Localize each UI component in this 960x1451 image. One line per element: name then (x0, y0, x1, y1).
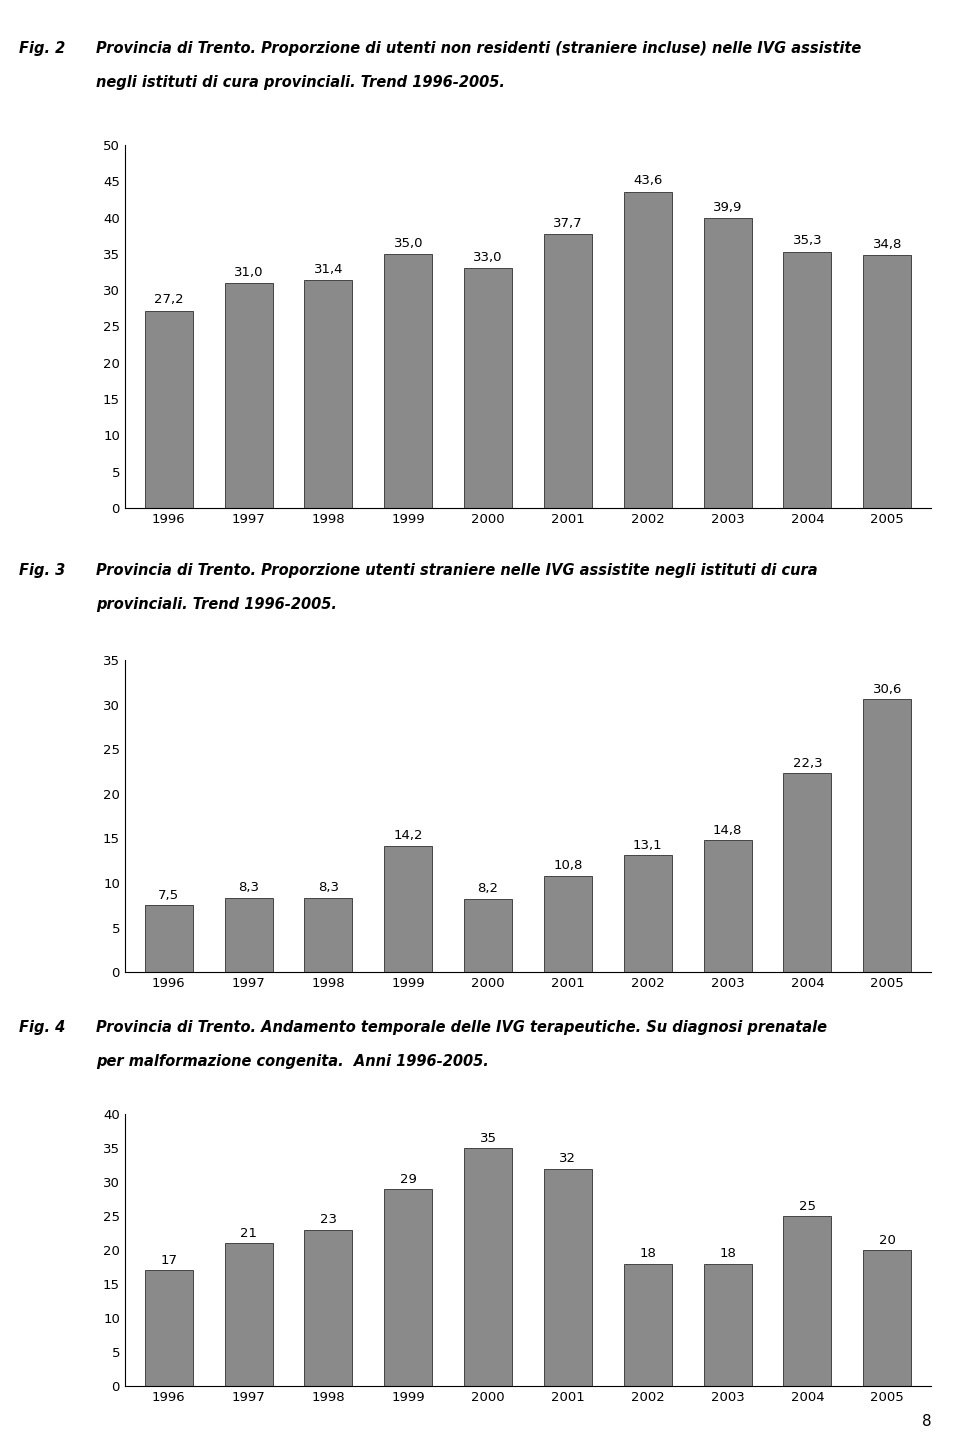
Text: Fig. 3: Fig. 3 (19, 563, 65, 577)
Text: Fig. 4: Fig. 4 (19, 1020, 65, 1035)
Text: 8: 8 (922, 1415, 931, 1429)
Bar (225, 898, 273, 972)
Bar (624, 856, 672, 972)
Bar (704, 218, 752, 508)
Text: 17: 17 (160, 1254, 178, 1267)
Bar (145, 1271, 193, 1386)
Text: 37,7: 37,7 (553, 218, 583, 229)
Text: 27,2: 27,2 (154, 293, 183, 306)
Text: 14,8: 14,8 (713, 824, 742, 837)
Bar (225, 1244, 273, 1386)
Text: 8,2: 8,2 (477, 882, 498, 895)
Text: 34,8: 34,8 (873, 238, 902, 251)
Text: 10,8: 10,8 (553, 859, 583, 872)
Text: Provincia di Trento. Andamento temporale delle IVG terapeutiche. Su diagnosi pre: Provincia di Trento. Andamento temporale… (96, 1020, 827, 1035)
Text: 30,6: 30,6 (873, 682, 902, 695)
Text: 21: 21 (240, 1228, 257, 1241)
Text: 23: 23 (320, 1213, 337, 1226)
Bar (464, 268, 512, 508)
Text: 43,6: 43,6 (633, 174, 662, 187)
Text: 35,3: 35,3 (793, 235, 823, 247)
Text: Provincia di Trento. Proporzione di utenti non residenti (straniere incluse) nel: Provincia di Trento. Proporzione di uten… (96, 41, 861, 55)
Bar (304, 898, 352, 972)
Text: negli istituti di cura provinciali. Trend 1996-2005.: negli istituti di cura provinciali. Tren… (96, 74, 505, 90)
Bar (384, 846, 432, 972)
Text: Fig. 2: Fig. 2 (19, 41, 65, 55)
Bar (384, 1188, 432, 1386)
Text: provinciali. Trend 1996-2005.: provinciali. Trend 1996-2005. (96, 596, 337, 612)
Bar (145, 311, 193, 508)
Bar (783, 773, 831, 972)
Bar (304, 280, 352, 508)
Bar (783, 1216, 831, 1386)
Bar (225, 283, 273, 508)
Text: 31,4: 31,4 (314, 263, 343, 276)
Bar (544, 234, 592, 508)
Bar (624, 192, 672, 508)
Text: 33,0: 33,0 (473, 251, 503, 264)
Text: 32: 32 (560, 1152, 576, 1165)
Text: 8,3: 8,3 (318, 881, 339, 894)
Text: 29: 29 (399, 1172, 417, 1185)
Bar (863, 1249, 911, 1386)
Text: 31,0: 31,0 (234, 266, 263, 279)
Bar (464, 900, 512, 972)
Text: 25: 25 (799, 1200, 816, 1213)
Bar (704, 840, 752, 972)
Text: 14,2: 14,2 (394, 829, 423, 842)
Bar (544, 1168, 592, 1386)
Bar (863, 255, 911, 508)
Text: 8,3: 8,3 (238, 881, 259, 894)
Bar (304, 1229, 352, 1386)
Text: 35: 35 (480, 1132, 496, 1145)
Bar (384, 254, 432, 508)
Bar (704, 1264, 752, 1386)
Bar (624, 1264, 672, 1386)
Text: 7,5: 7,5 (158, 888, 180, 901)
Text: 22,3: 22,3 (793, 756, 823, 769)
Bar (145, 905, 193, 972)
Text: 35,0: 35,0 (394, 237, 423, 250)
Text: 39,9: 39,9 (713, 202, 742, 215)
Text: 18: 18 (639, 1248, 657, 1261)
Bar (544, 876, 592, 972)
Bar (863, 699, 911, 972)
Text: 20: 20 (878, 1233, 896, 1246)
Bar (464, 1148, 512, 1386)
Bar (783, 252, 831, 508)
Text: 18: 18 (719, 1248, 736, 1261)
Text: per malformazione congenita.  Anni 1996-2005.: per malformazione congenita. Anni 1996-2… (96, 1053, 489, 1069)
Text: Provincia di Trento. Proporzione utenti straniere nelle IVG assistite negli isti: Provincia di Trento. Proporzione utenti … (96, 563, 818, 577)
Text: 13,1: 13,1 (633, 839, 662, 852)
